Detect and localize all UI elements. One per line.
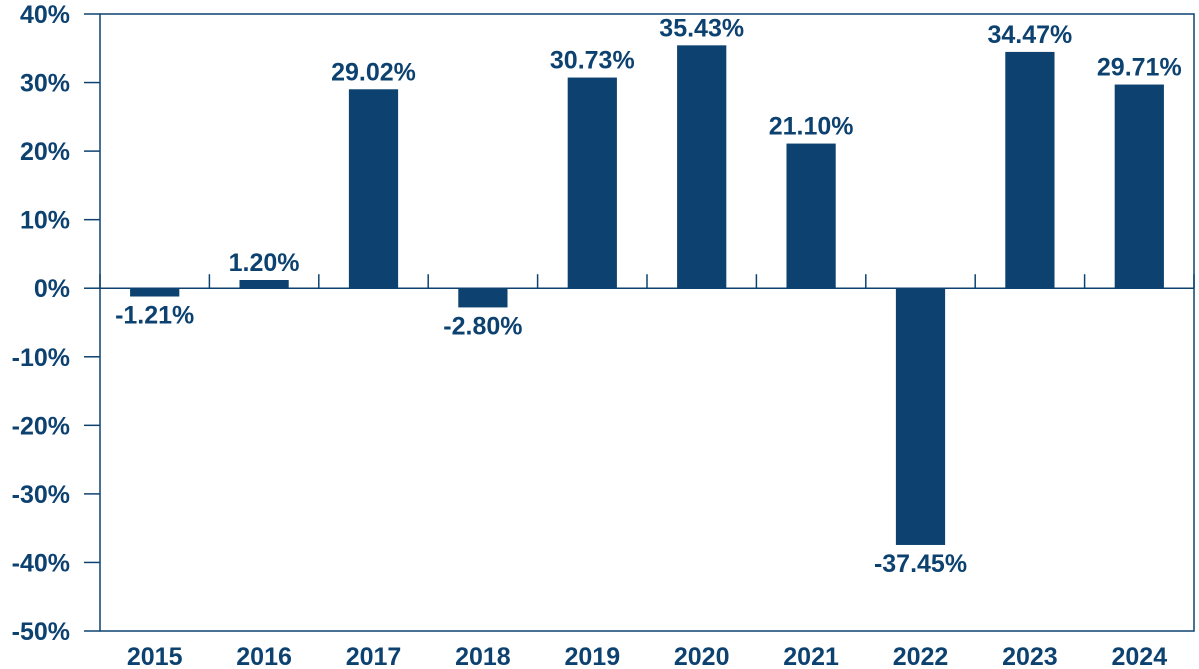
bar bbox=[458, 288, 508, 308]
y-tick-label: 10% bbox=[20, 207, 70, 235]
x-tick-label: 2020 bbox=[674, 643, 730, 669]
y-tick-label: 40% bbox=[20, 1, 70, 29]
bar bbox=[677, 45, 727, 289]
data-label: -1.21% bbox=[115, 302, 194, 330]
bar bbox=[239, 279, 289, 289]
x-tick-label: 2016 bbox=[236, 643, 292, 669]
x-tick-label: 2017 bbox=[346, 643, 402, 669]
bar bbox=[1114, 84, 1164, 289]
data-label: -37.45% bbox=[874, 550, 967, 578]
bar bbox=[895, 288, 946, 545]
bar bbox=[348, 89, 399, 289]
bar bbox=[1005, 51, 1055, 289]
y-tick-label: 0% bbox=[34, 275, 70, 303]
bar bbox=[130, 288, 180, 297]
y-tick-label: 20% bbox=[20, 138, 70, 166]
y-axis: 40% 30% 20% 10% 0% -10% -20% -30% -40% -50% bbox=[12, 1, 100, 646]
x-tick-label: 2022 bbox=[893, 643, 949, 669]
data-labels: -1.21% 1.20% 29.02% -2.80% 30.73% 35.43% 21.10… bbox=[115, 14, 1182, 578]
x-tick-label: 2023 bbox=[1002, 643, 1058, 669]
y-tick-label: -10% bbox=[12, 344, 70, 372]
y-tick-label: -30% bbox=[12, 481, 70, 509]
data-label: -2.80% bbox=[443, 312, 522, 340]
data-label: 34.47% bbox=[988, 21, 1073, 49]
x-tick-label: 2015 bbox=[127, 643, 183, 669]
data-label: 1.20% bbox=[229, 249, 300, 277]
x-tick-label: 2021 bbox=[783, 643, 839, 669]
plot-border bbox=[99, 13, 1195, 632]
data-label: 21.10% bbox=[769, 113, 854, 141]
y-tick-label: -20% bbox=[12, 412, 70, 440]
data-label: 29.71% bbox=[1097, 54, 1182, 82]
x-tick-label: 2019 bbox=[564, 643, 620, 669]
x-tick-label: 2018 bbox=[455, 643, 511, 669]
bar bbox=[567, 77, 617, 289]
bar bbox=[786, 143, 836, 289]
y-tick-label: 30% bbox=[20, 70, 70, 98]
data-label: 35.43% bbox=[659, 14, 744, 42]
x-axis: 2015 2016 2017 2018 2019 2020 2021 2022 2023 2024 bbox=[99, 274, 1195, 669]
bar-series bbox=[130, 45, 1164, 545]
y-tick-label: -50% bbox=[12, 618, 70, 646]
x-tick-label: 2024 bbox=[1111, 643, 1167, 669]
data-label: 30.73% bbox=[550, 47, 635, 75]
data-label: 29.02% bbox=[331, 58, 416, 86]
y-tick-label: -40% bbox=[12, 549, 70, 577]
